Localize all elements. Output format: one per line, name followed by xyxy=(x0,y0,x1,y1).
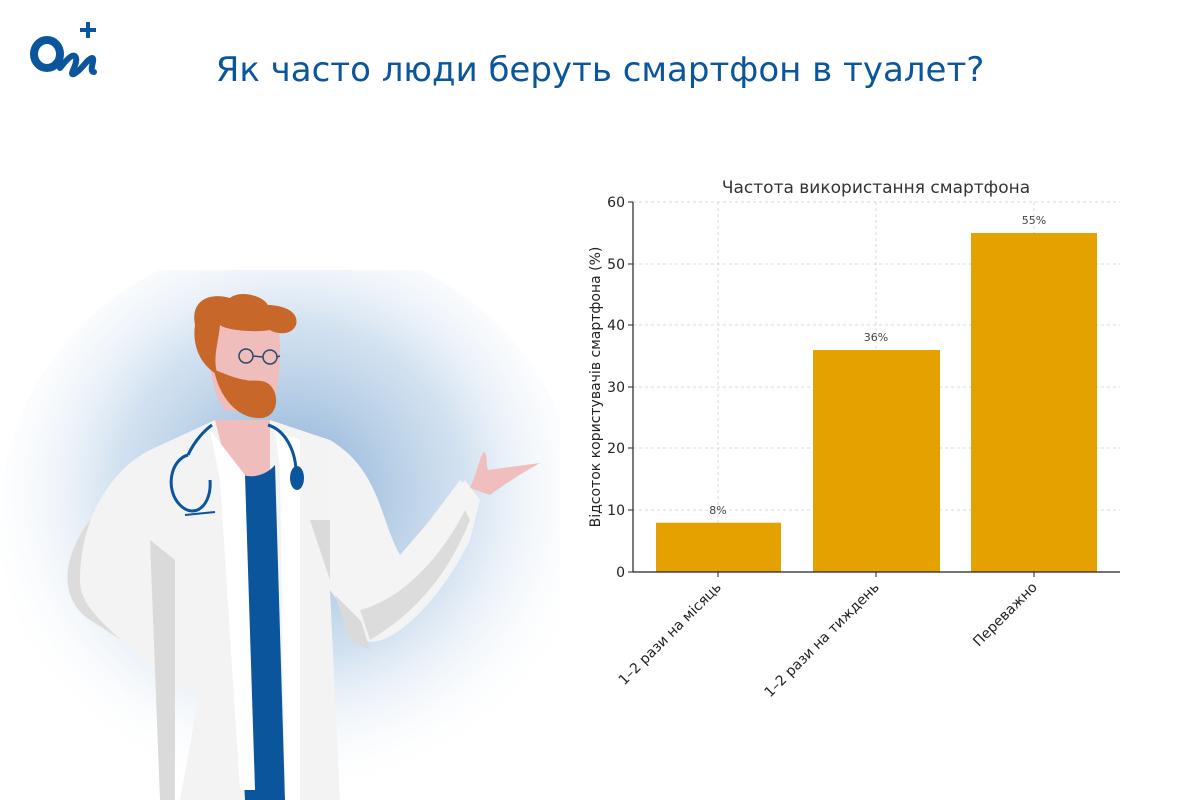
brand-logo xyxy=(30,22,97,78)
data-label-mostly: 55% xyxy=(1022,214,1046,227)
y-tick-label: 30 xyxy=(607,380,625,396)
chart-title: Частота використання смартфона xyxy=(722,178,1030,198)
y-tick-label: 20 xyxy=(607,441,625,457)
y-axis-label: Відсоток користувачів смартфона (%) xyxy=(588,247,604,528)
y-tick-label: 0 xyxy=(616,565,625,581)
bar-monthly xyxy=(656,522,781,572)
data-label-weekly: 36% xyxy=(864,331,888,344)
bar-weekly xyxy=(813,350,940,572)
y-tick-label: 60 xyxy=(607,195,625,211)
x-tick-label: 1–2 рази на місяць xyxy=(616,580,725,689)
bar-chart: Частота використання смартфона 8% 36% 55… xyxy=(560,160,1200,720)
page-title: Як часто люди беруть смартфон в туалет? xyxy=(215,50,985,90)
x-tick-label: Переважно xyxy=(970,580,1041,651)
data-label-monthly: 8% xyxy=(709,504,726,517)
doctor-illustration xyxy=(0,270,560,800)
bar-mostly xyxy=(971,233,1097,572)
y-tick-label: 50 xyxy=(607,257,625,273)
x-tick-label: 1–2 рази на тиждень xyxy=(762,580,883,701)
y-tick-label: 40 xyxy=(607,318,625,334)
y-tick-label: 10 xyxy=(607,503,625,519)
